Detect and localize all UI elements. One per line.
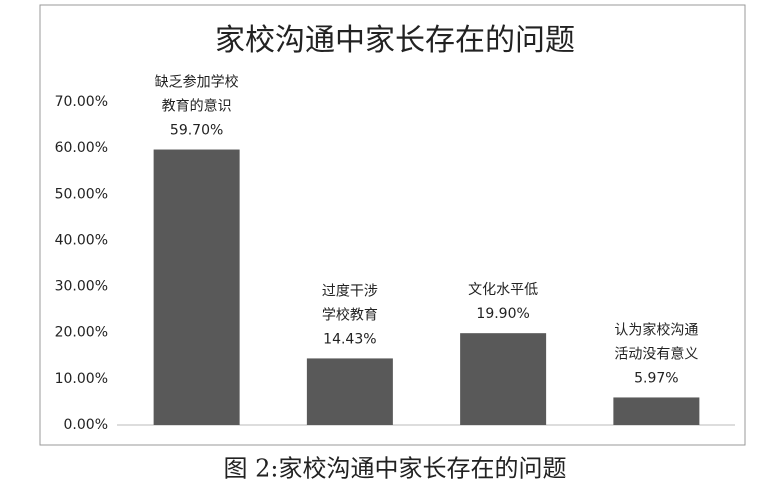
- y-tick-label: 20.00%: [55, 325, 108, 341]
- value-label: 14.43%: [323, 331, 376, 347]
- bar: [153, 149, 240, 425]
- chart-title: 家校沟通中家长存在的问题: [215, 23, 575, 58]
- y-tick-label: 50.00%: [55, 186, 108, 202]
- caption: 图 2:家校沟通中家长存在的问题: [224, 455, 567, 483]
- y-tick-label: 40.00%: [55, 232, 108, 248]
- category-label: 过度干涉: [322, 283, 378, 299]
- y-tick-label: 30.00%: [55, 279, 108, 295]
- category-label: 缺乏参加学校: [155, 74, 239, 91]
- category-label: 教育的意识: [162, 98, 232, 115]
- bar: [613, 397, 700, 425]
- bar: [306, 358, 393, 425]
- y-tick-label: 10.00%: [55, 371, 108, 387]
- category-label: 活动没有意义: [614, 345, 698, 362]
- category-label: 学校教育: [322, 306, 378, 323]
- category-label: 认为家校沟通: [614, 321, 698, 338]
- y-tick-label: 60.00%: [55, 140, 108, 156]
- value-label: 19.90%: [476, 306, 529, 322]
- bar: [460, 333, 547, 425]
- value-label: 5.97%: [634, 370, 678, 386]
- category-label: 文化水平低: [468, 282, 538, 298]
- value-label: 59.70%: [170, 123, 223, 139]
- y-tick-label: 70.00%: [55, 94, 108, 110]
- y-tick-label: 0.00%: [64, 417, 108, 433]
